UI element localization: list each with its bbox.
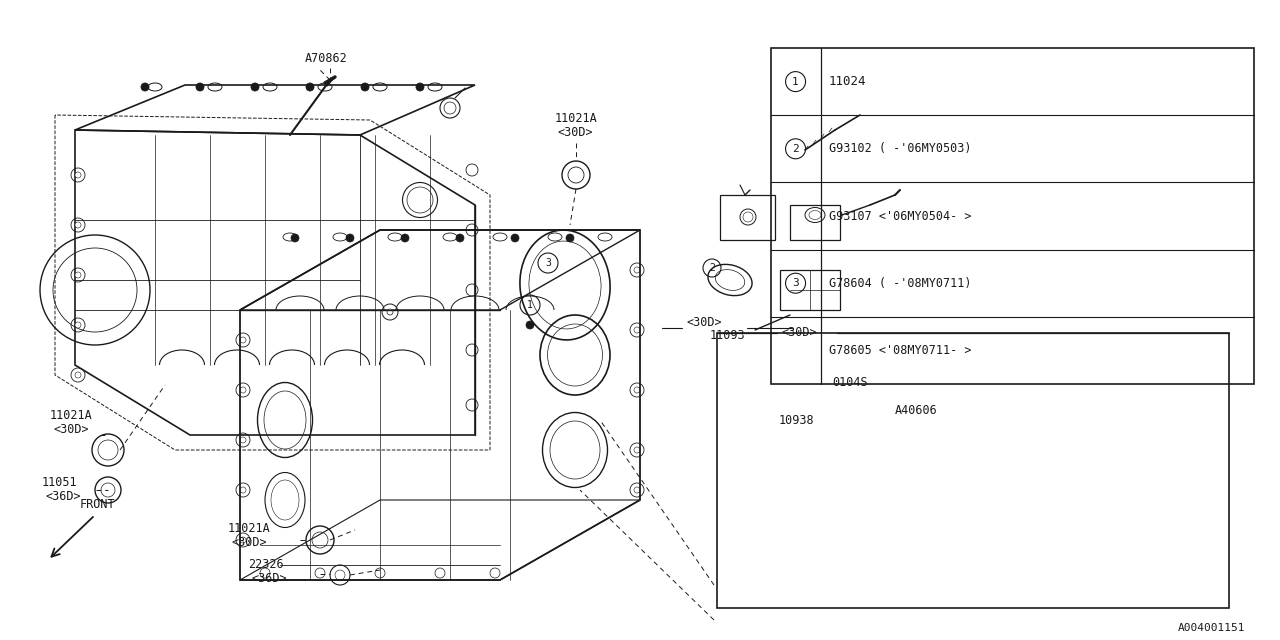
Circle shape xyxy=(76,372,81,378)
Circle shape xyxy=(76,222,81,228)
Circle shape xyxy=(526,321,534,329)
Circle shape xyxy=(456,234,465,242)
Text: <36D>: <36D> xyxy=(45,490,81,502)
Circle shape xyxy=(291,234,300,242)
Circle shape xyxy=(76,272,81,278)
Bar xyxy=(719,195,774,240)
Text: 2: 2 xyxy=(792,144,799,154)
Circle shape xyxy=(141,83,148,91)
Text: A40606: A40606 xyxy=(895,404,937,417)
Text: 1: 1 xyxy=(527,300,532,310)
Circle shape xyxy=(346,234,355,242)
Text: 3: 3 xyxy=(545,258,550,268)
Text: G93102 ( -'06MY0503): G93102 ( -'06MY0503) xyxy=(828,142,972,156)
Text: <30D>: <30D> xyxy=(230,536,266,548)
Text: 11021A: 11021A xyxy=(228,522,271,534)
Text: 0104S: 0104S xyxy=(832,376,868,389)
Text: G93107 <'06MY0504- >: G93107 <'06MY0504- > xyxy=(828,209,972,223)
Circle shape xyxy=(401,234,410,242)
Text: <36D>: <36D> xyxy=(251,573,287,586)
Text: 11093: 11093 xyxy=(710,328,746,342)
Text: <30D>: <30D> xyxy=(52,422,88,435)
Text: 3: 3 xyxy=(792,278,799,288)
Text: G78605 <'08MY0711- >: G78605 <'08MY0711- > xyxy=(828,344,972,357)
Text: 11021A: 11021A xyxy=(50,408,92,422)
Bar xyxy=(771,48,1254,384)
Text: <30D>: <30D> xyxy=(687,316,722,330)
Text: 10938: 10938 xyxy=(778,414,814,428)
Circle shape xyxy=(76,322,81,328)
Text: G78604 ( -'08MY0711): G78604 ( -'08MY0711) xyxy=(828,276,972,290)
Bar xyxy=(717,333,1229,608)
Circle shape xyxy=(196,83,204,91)
Circle shape xyxy=(511,234,518,242)
Text: <30D>: <30D> xyxy=(782,326,818,339)
Circle shape xyxy=(387,309,393,315)
Circle shape xyxy=(76,172,81,178)
Text: 1: 1 xyxy=(792,77,799,86)
Text: 11024: 11024 xyxy=(828,75,867,88)
Text: FRONT: FRONT xyxy=(79,497,115,511)
Circle shape xyxy=(306,83,314,91)
Circle shape xyxy=(566,234,573,242)
Text: <30D>: <30D> xyxy=(558,125,594,138)
Text: 2: 2 xyxy=(709,263,716,273)
Text: A70862: A70862 xyxy=(305,51,348,65)
Text: 11051: 11051 xyxy=(42,476,78,488)
Text: 22326: 22326 xyxy=(248,559,284,572)
Circle shape xyxy=(416,83,424,91)
Circle shape xyxy=(361,83,369,91)
Text: A004001151: A004001151 xyxy=(1178,623,1245,633)
Text: 11021A: 11021A xyxy=(556,111,598,125)
Circle shape xyxy=(251,83,259,91)
